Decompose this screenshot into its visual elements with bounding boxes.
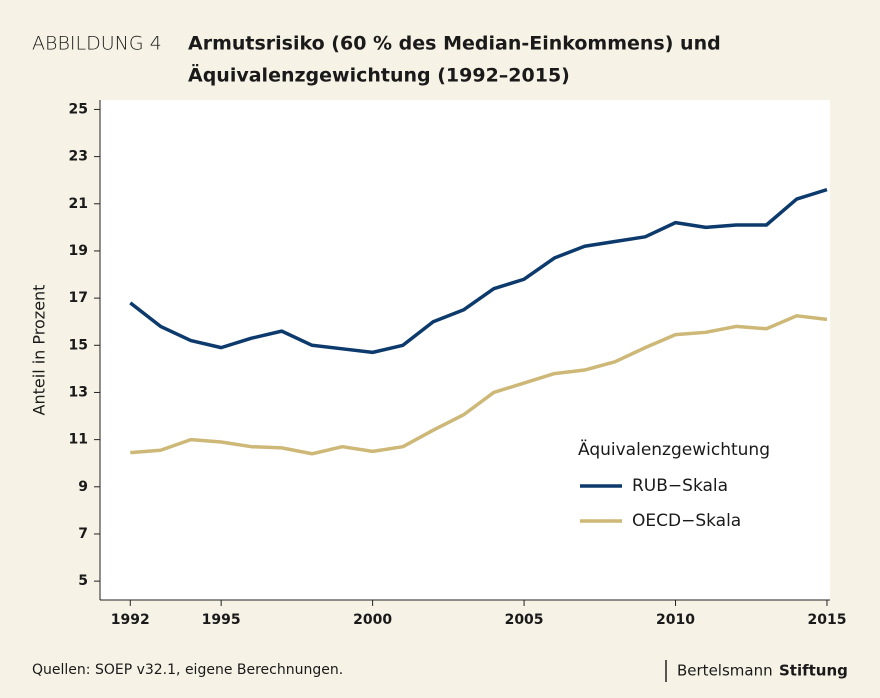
y-axis-label: Anteil in Prozent [30, 285, 49, 416]
line [129, 187, 828, 355]
legend-label: OECD−Skala [632, 511, 741, 531]
x-tick-label: 2015 [807, 612, 846, 628]
line [130, 314, 828, 456]
figure-label: ABBILDUNG 4 [32, 33, 162, 55]
x-tick-label: 2005 [505, 612, 544, 628]
legend-title: Äquivalenzgewichtung [578, 439, 770, 460]
y-tick-label: 5 [78, 573, 88, 589]
x-tick-label: 1995 [202, 612, 241, 628]
legend-label: RUB−Skala [632, 476, 728, 496]
chart-title: Armutsrisiko (60 % des Median-Einkommens… [188, 33, 721, 55]
y-tick-label: 21 [69, 196, 88, 212]
y-tick-label: 11 [69, 432, 88, 448]
y-tick-label: 13 [69, 384, 88, 400]
logo-text: Stiftung [779, 662, 848, 680]
source: Quellen: SOEP v32.1, eigene Berechnungen… [32, 662, 343, 678]
logo-text: Bertelsmann [677, 662, 773, 680]
y-tick-label: 15 [69, 337, 88, 353]
x-tick-label: 2010 [656, 612, 695, 628]
plot-area [100, 100, 830, 600]
y-tick-label: 25 [69, 101, 88, 117]
y-tick-label: 17 [69, 290, 88, 306]
x-tick-label: 1992 [111, 612, 150, 628]
x-tick-label: 2000 [353, 612, 392, 628]
y-tick-label: 19 [69, 243, 88, 259]
y-tick-label: 23 [69, 149, 88, 165]
chart-title: Äquivalenzgewichtung (1992–2015) [188, 63, 570, 87]
y-tick-label: 7 [78, 526, 88, 542]
y-tick-label: 9 [78, 479, 88, 495]
